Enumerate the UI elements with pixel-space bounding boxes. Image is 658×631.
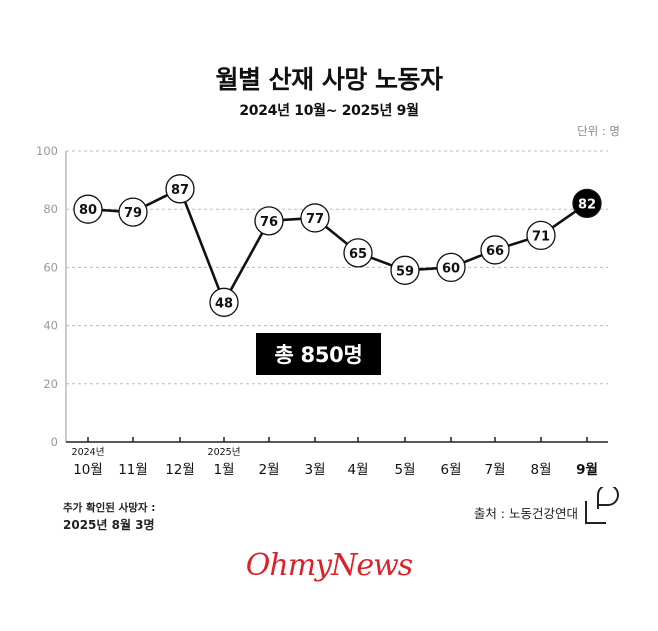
data-label: 59 [396,264,414,279]
note-label: 추가 확인된 사망자 : [63,502,156,514]
data-point [209,287,239,317]
x-tick-label: 6월 [440,462,461,478]
series-polyline [87,187,588,304]
x-tick-label: 2월 [258,462,279,478]
source-text: 출처 : 노동건강연대 [473,506,578,521]
data-label: 65 [349,247,367,262]
year-label: 2025년 [208,447,241,458]
data-point [300,203,330,233]
x-tick-label: 12월 [165,462,195,478]
data-points: 80 79 87 48 76 77 65 59 60 66 71 82 [73,174,602,317]
data-point [254,206,284,236]
data-point [343,238,373,268]
data-point [436,252,466,283]
x-tick-label: 5월 [394,462,415,478]
x-tick-label: 10월 [73,462,103,478]
total-badge: 총 850명 [256,333,381,375]
data-label: 87 [171,183,189,198]
x-tick-label: 11월 [118,462,148,478]
data-point [572,188,602,219]
x-tick-label: 1월 [213,462,234,478]
x-tick-label: 3월 [304,462,325,478]
publisher-logo-icon [585,487,620,524]
y-tick-label: 80 [43,202,58,216]
data-label: 76 [260,215,278,230]
data-point [118,197,148,227]
data-label: 60 [442,261,460,276]
data-point [73,194,103,224]
x-tick-label: 8월 [530,462,551,478]
data-point [390,255,420,285]
year-label: 2024년 [72,447,105,458]
data-label: 66 [486,244,504,259]
note-value: 2025년 8월 3명 [63,518,155,532]
data-label: 80 [79,203,97,218]
y-tick-label: 20 [43,377,58,391]
data-label: 71 [532,229,550,244]
data-label: 48 [215,296,233,311]
data-label: 79 [124,206,142,221]
chart-subtitle: 2024년 10월~ 2025년 9월 [239,103,419,119]
y-tick-label: 60 [43,260,58,274]
y-tick-label: 40 [43,319,58,333]
chart-title: 월별 산재 사망 노동자 [215,65,443,94]
ohmynews-logo: OhmyNews [245,548,413,583]
x-tick-label: 4월 [347,462,368,478]
series-line [87,187,588,304]
y-tick-labels: 0 20 40 60 80 100 [36,144,58,449]
data-label: 77 [306,212,324,227]
axes [65,151,608,443]
data-label: 82 [578,197,596,212]
x-tick-label: 7월 [484,462,505,478]
x-tick-labels: 10월 2024년 11월 12월 1월 2025년 2월 3월 4월 5월 6월 7월 8월 9월 [72,447,598,478]
x-tick-label: 9월 [576,461,598,478]
y-tick-label: 0 [51,435,58,449]
data-point [526,220,556,251]
data-point [165,174,195,204]
grid-lines [66,150,608,385]
y-tick-label: 100 [36,144,58,158]
unit-label: 단위 : 명 [577,124,620,138]
data-point [480,235,510,265]
